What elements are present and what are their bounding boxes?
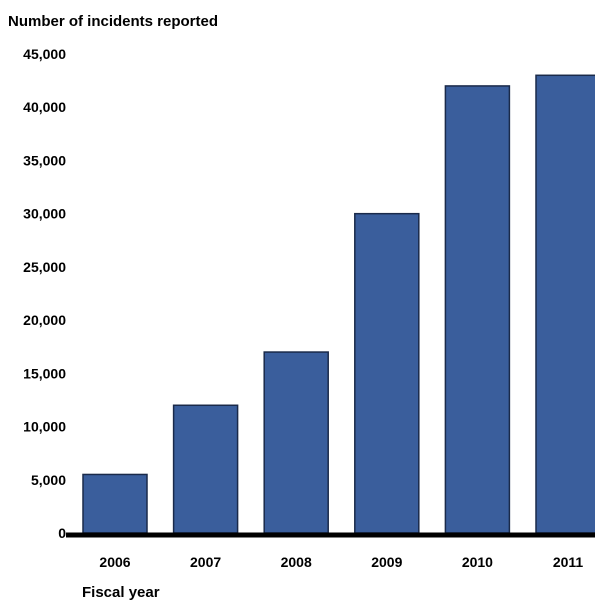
bar-2007 <box>172 404 239 534</box>
y-tick-label: 10,000 <box>23 419 66 435</box>
x-tick-label: 2006 <box>99 554 130 570</box>
y-tick-label: 20,000 <box>23 312 66 328</box>
y-tick-label: 45,000 <box>23 46 66 62</box>
bar-2010 <box>444 85 511 534</box>
bar-2006 <box>82 473 148 534</box>
x-tick-label: 2011 <box>553 554 584 570</box>
x-axis-ticks: 2006 2007 2008 2009 2010 2011 <box>99 554 583 570</box>
y-tick-label: 40,000 <box>23 99 66 115</box>
x-axis-label: Fiscal year <box>82 584 160 601</box>
x-tick-label: 2007 <box>190 554 221 570</box>
y-axis-ticks: 0 5,000 10,000 15,000 20,000 25,000 30,000 35,0… <box>23 46 66 541</box>
y-tick-label: 25,000 <box>23 259 66 275</box>
x-tick-label: 2008 <box>281 554 312 570</box>
x-tick-label: 2009 <box>371 554 402 570</box>
bar-2008 <box>263 351 329 534</box>
bar-2011 <box>535 74 595 534</box>
bar-2009 <box>354 212 420 534</box>
y-tick-label: 35,000 <box>23 152 66 168</box>
y-tick-label: 0 <box>58 525 66 541</box>
x-tick-label: 2010 <box>462 554 493 570</box>
y-tick-label: 15,000 <box>23 365 66 381</box>
y-tick-label: 30,000 <box>23 206 66 222</box>
bars <box>82 74 595 534</box>
y-tick-label: 5,000 <box>31 472 66 488</box>
chart-title: Number of incidents reported <box>8 13 218 30</box>
